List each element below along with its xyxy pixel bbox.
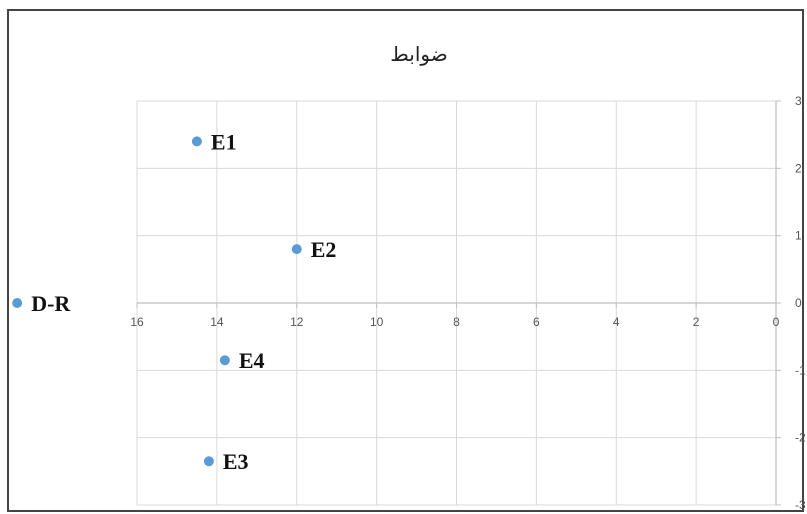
data-point-label: E2	[311, 237, 337, 262]
x-tick-label: 12	[290, 315, 304, 329]
data-points: E1 E2 D-R E4 E3	[12, 129, 336, 474]
y-tick-label: 2	[795, 161, 802, 175]
x-tick-label: 16	[130, 315, 144, 329]
data-point-label: E1	[211, 129, 237, 154]
x-tick-label: 2	[693, 315, 700, 329]
y-tick-label: 0	[795, 296, 802, 310]
data-point-label: D-R	[31, 291, 71, 316]
x-tick-label: 6	[533, 315, 540, 329]
data-point-e1: E1	[191, 129, 237, 154]
axes	[136, 100, 781, 506]
y-tick-label: 3	[795, 94, 802, 108]
y-tick-label: -1	[795, 363, 806, 377]
data-point-e3: E3	[203, 449, 249, 474]
data-point-label: E4	[239, 348, 265, 373]
y-tick-label: -2	[795, 431, 806, 445]
data-point-marker	[203, 456, 214, 467]
x-tick-label: 14	[210, 315, 224, 329]
x-tick-label: 10	[370, 315, 384, 329]
data-point-marker	[219, 355, 230, 366]
x-tick-label: 4	[613, 315, 620, 329]
data-point-e2: E2	[291, 237, 337, 262]
data-point-d-r: D-R	[12, 291, 71, 316]
data-point-label: E3	[223, 449, 249, 474]
data-point-marker	[191, 136, 202, 147]
y-tick-label: 1	[795, 229, 802, 243]
data-point-marker	[12, 298, 23, 308]
x-tick-label: 8	[453, 315, 460, 329]
chart-title: ضوابط	[390, 42, 447, 66]
data-point-marker	[291, 244, 302, 255]
y-tick-label: -3	[795, 498, 806, 512]
chart-frame: ضوابط 16 14 12 10 8 6 4 2 0 3 2 1 0 -1 -2 -3 E1 E2 D-R E4 E…	[7, 9, 806, 512]
x-tick-label: 0	[773, 315, 780, 329]
data-point-e4: E4	[219, 348, 265, 373]
